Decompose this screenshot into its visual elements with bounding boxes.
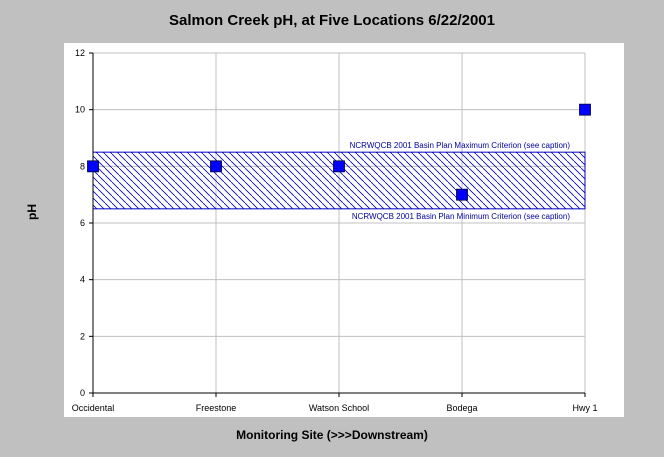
y-axis-label: pH [25, 204, 39, 220]
y-tick-label: 4 [80, 275, 85, 285]
data-point [456, 188, 468, 201]
data-point [333, 160, 345, 173]
x-tick-label: Occidental [72, 403, 115, 413]
y-tick-label: 0 [80, 388, 85, 398]
x-tick-label: Watson School [309, 403, 369, 413]
y-tick-label: 12 [75, 48, 85, 58]
x-axis-label: Monitoring Site (>>>Downstream) [236, 428, 428, 442]
x-tick-label: Hwy 1 [572, 403, 597, 413]
chart-title: Salmon Creek pH, at Five Locations 6/22/… [169, 12, 495, 29]
data-point [579, 103, 591, 116]
x-tick-label: Bodega [446, 403, 477, 413]
y-tick-label: 6 [80, 218, 85, 228]
data-point [210, 160, 222, 173]
plot-panel [64, 43, 624, 417]
y-tick-label: 2 [80, 331, 85, 341]
band-min-label: NCRWQCB 2001 Basin Plan Minimum Criterio… [352, 212, 570, 221]
y-tick-label: 8 [80, 161, 85, 171]
data-point [87, 160, 99, 173]
band-max-label: NCRWQCB 2001 Basin Plan Maximum Criterio… [350, 141, 571, 150]
x-tick-label: Freestone [196, 403, 237, 413]
y-tick-label: 10 [75, 105, 85, 115]
